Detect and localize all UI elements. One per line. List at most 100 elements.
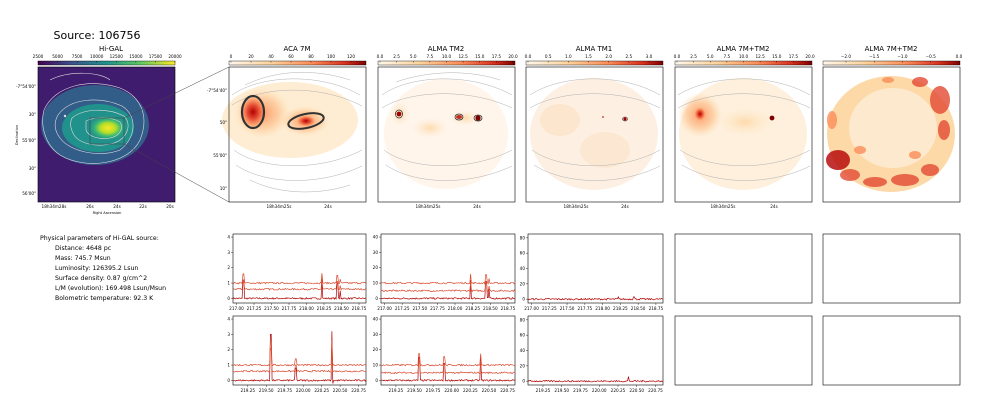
map-frame: [525, 66, 664, 203]
source-ellipse: [622, 116, 628, 122]
compact-source: [396, 111, 402, 117]
x-tick-label: 218.25: [317, 306, 332, 311]
colorbar-tick-label: 0.5: [545, 54, 552, 59]
y-tick-label: 30: [373, 250, 379, 255]
ra-tick-label: 18h34m25s: [711, 204, 736, 209]
colorbar-tick-label: 20.0: [508, 54, 518, 59]
dec-tick-label: 50": [220, 120, 227, 125]
x-tick-label: 218.50: [483, 306, 498, 311]
colorbar: [525, 60, 664, 66]
x-tick-label: 219.50: [407, 388, 422, 393]
colorbar-tick-label: −0.5: [926, 54, 937, 59]
spectrum-series: [380, 279, 516, 300]
colorbar-tick-label: 20000: [168, 54, 182, 59]
spectrum-series: [380, 353, 516, 367]
x-tick-label: 219.75: [573, 388, 588, 393]
colorbar-tick-label: 60: [288, 54, 294, 59]
y-tick-label: 1: [227, 363, 230, 368]
y-tick-label: 40: [373, 317, 379, 322]
colorbar-tick-labels: 0.0 0.5 1.0 1.5 2.0 2.5 3.0: [525, 54, 653, 63]
y-tick-label: 40: [373, 235, 379, 240]
ra-tick-label: 24s: [770, 204, 778, 209]
x-tick-label: 218.25: [465, 306, 480, 311]
y-tick-label: 4: [227, 317, 230, 322]
x-tick-label: 220.00: [296, 388, 311, 393]
map-title: ALMA 7M+TM2: [865, 45, 918, 53]
colorbar-tick-label: 5.0: [707, 54, 714, 59]
source-parameters: Physical parameters of Hi-GAL source: Di…: [40, 235, 166, 302]
marker: [63, 114, 67, 118]
x-tick-label: 220.00: [444, 388, 459, 393]
colorbar-tick-labels: 0.0 2.5 5.0 7.5 10.0 12.5 15.0 17.5 20.0: [377, 54, 518, 63]
colorbar-tick-label: 7.5: [724, 54, 731, 59]
x-tick-label: 220.75: [500, 388, 515, 393]
spectra: 217.00 217.25 217.50 217.75 218.00 218.25 218.…: [227, 233, 664, 393]
source-ellipse: [395, 109, 403, 119]
colorbar-tick-label: −1.5: [869, 54, 880, 59]
y-tick-label: 0: [522, 297, 525, 302]
spectrum-series: [381, 357, 516, 382]
map-title: ACA 7M: [283, 45, 310, 53]
map-alma-tm1: ALMA TM1 0.0 0.5 1.0 1.5 2.0 2.5 3.0 18h34m25s…: [525, 45, 664, 209]
dec-tick-labels: -7°54'40" 50" 55'00" 10": [207, 88, 227, 191]
empty-panel: [674, 315, 813, 386]
colorbar-tick-label: 1.0: [565, 54, 572, 59]
x-tick-label: 217.25: [247, 306, 262, 311]
x-tick-label: 219.50: [259, 388, 274, 393]
y-tick-label: 0: [227, 296, 230, 301]
zoom-connector: [123, 143, 230, 203]
colorbar-tick-label: −2.0: [841, 54, 852, 59]
spectrum-series: [380, 360, 516, 375]
spectrum-frame: [527, 315, 664, 386]
map-alma-tm2: ALMA TM2 0.0 2.5 5.0 7.5 10.0 12.5 15.0 17.5 20.…: [377, 45, 518, 209]
zoom-connector: [123, 66, 230, 119]
map-frame: [674, 66, 813, 203]
colorbar: [228, 60, 367, 66]
y-tick-label: 2: [227, 265, 230, 270]
colorbar-tick-label: 0.0: [956, 54, 963, 59]
emission-core: [86, 114, 130, 142]
parameter-line: Mass: 745.7 Msun: [55, 255, 111, 262]
parameters-heading: Physical parameters of Hi-GAL source:: [40, 235, 159, 242]
x-tick-label: 218.00: [595, 306, 610, 311]
spectrum-panel: 217.00 217.25 217.50 217.75 218.00 218.25 218.…: [373, 233, 516, 311]
x-tick-label: 218.00: [299, 306, 314, 311]
colorbar-tick-label: 1.5: [585, 54, 592, 59]
y-tick-label: 4: [227, 235, 230, 240]
x-tick-label: 217.75: [282, 306, 297, 311]
spectrum-frame: [380, 233, 516, 304]
spectrum-series: [380, 281, 516, 293]
ra-tick-labels: 18h34m25s 24s: [564, 204, 629, 209]
colorbar-tick-label: 12.5: [755, 54, 765, 59]
emission-blob: [717, 108, 773, 136]
colorbar-tick-label: 20.0: [805, 54, 815, 59]
map-title: Hi-GAL: [99, 45, 123, 53]
y-tick-label: 2: [227, 347, 230, 352]
x-tick-label: 220.25: [611, 388, 626, 393]
source-ellipse: [287, 112, 325, 130]
colorbar-tick-label: 40: [268, 54, 274, 59]
residual-speckle: [826, 77, 950, 187]
spectrum-series: [232, 346, 366, 373]
spectrum-series: [527, 376, 664, 383]
spectrum-series: [380, 273, 516, 286]
dec-tick-label: 30": [29, 166, 36, 171]
ra-tick-label: 18h34m25s: [564, 204, 589, 209]
x-tick-label: 220.25: [314, 388, 329, 393]
ra-tick-label: 18h34m25s: [267, 204, 292, 209]
dec-tick-label: -7°54'00": [16, 84, 36, 89]
y-tick-label: 3: [227, 332, 230, 337]
dec-tick-label: -7°54'40": [207, 88, 227, 93]
emission-blob: [540, 104, 580, 136]
parameter-line: Surface density: 0.87 g/cm^2: [55, 275, 147, 282]
colorbar-tick-label: 3.0: [646, 54, 653, 59]
colorbar-tick-label: 0.0: [377, 54, 384, 59]
spectrum-panel: 217.00 217.25 217.50 217.75 218.00 218.25 218.…: [227, 233, 367, 311]
ra-tick-labels: 18h34m25s 24s: [267, 204, 332, 209]
spectrum-frame: [232, 233, 367, 304]
ra-tick-label: 24s: [324, 204, 332, 209]
source-ellipse: [473, 114, 483, 122]
x-tick-label: 217.00: [524, 306, 539, 311]
compact-source: [456, 115, 462, 119]
